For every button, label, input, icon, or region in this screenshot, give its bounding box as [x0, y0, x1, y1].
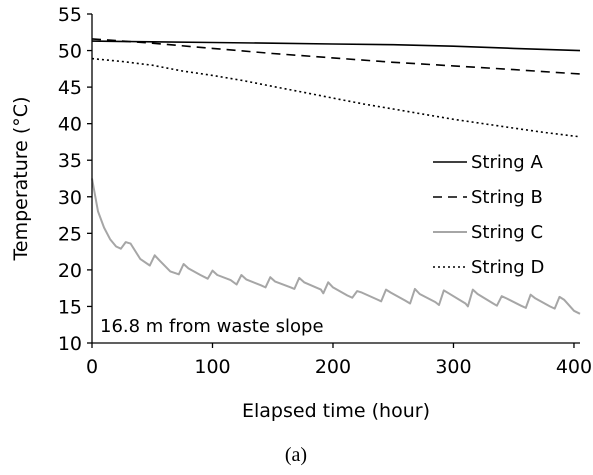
y-axis-title: Temperature (°C): [10, 97, 32, 262]
x-tick-label: 100: [194, 356, 230, 378]
y-tick-label: 20: [58, 260, 82, 282]
series-line-string-b: [91, 38, 581, 75]
y-tick-label: 55: [58, 4, 82, 26]
y-tick-label: 35: [58, 150, 82, 172]
series-line-string-c: [91, 178, 581, 315]
y-tick-label: 10: [58, 333, 82, 355]
axes-layer: [91, 14, 580, 344]
series-layer: [91, 38, 581, 315]
figure-caption: (a): [285, 444, 307, 466]
y-tick-label: 45: [58, 77, 82, 99]
series-line-string-a: [91, 40, 581, 52]
legend-label-string-a: String A: [471, 152, 543, 173]
y-tick-label: 15: [58, 296, 82, 318]
x-axis-title: Elapsed time (hour): [242, 400, 430, 422]
x-tick-label: 300: [435, 356, 471, 378]
legend-label-string-c: String C: [471, 222, 543, 243]
legend-label-string-d: String D: [471, 257, 544, 278]
series-line-string-d: [91, 57, 581, 138]
x-tick-label: 0: [86, 356, 98, 378]
y-tick-label: 30: [58, 187, 82, 209]
y-axis-ticks: 10 15 20 25 30 35 40 45 50 55: [58, 4, 92, 355]
legend: String A String B String C String D: [433, 152, 544, 278]
legend-label-string-b: String B: [471, 187, 543, 208]
annotation-distance: 16.8 m from waste slope: [100, 316, 324, 337]
y-tick-label: 40: [58, 114, 82, 136]
x-tick-label: 400: [556, 356, 592, 378]
y-tick-label: 25: [58, 223, 82, 245]
y-tick-label: 50: [58, 41, 82, 63]
x-axis-ticks: 0 100 200 300 400: [86, 343, 592, 378]
x-tick-label: 200: [315, 356, 351, 378]
